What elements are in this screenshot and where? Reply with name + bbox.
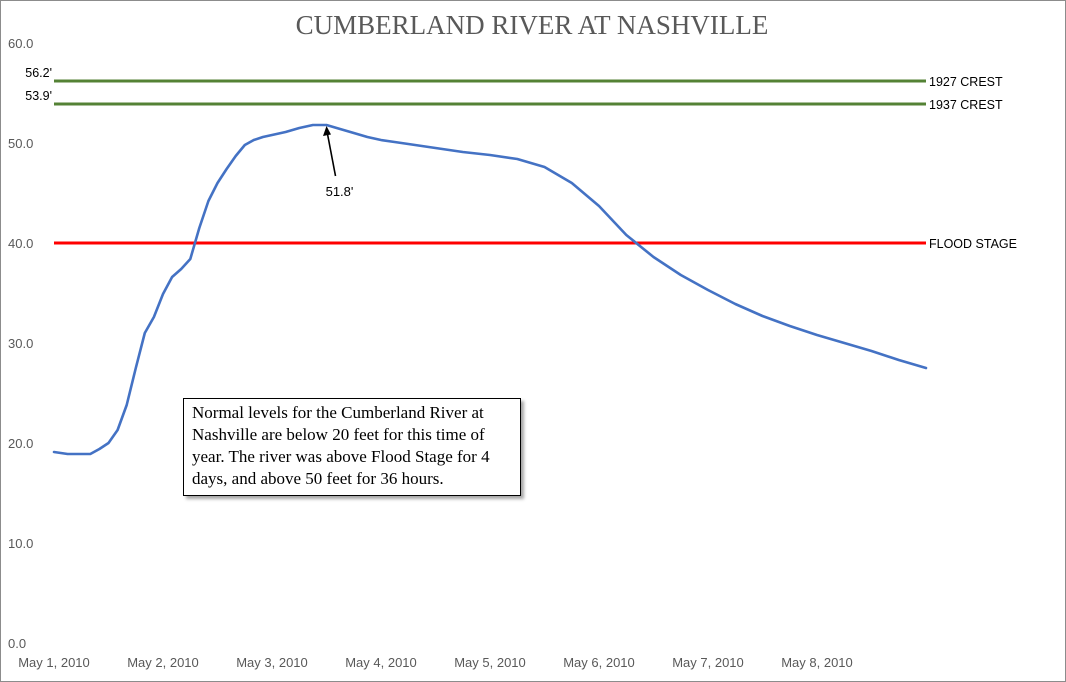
reference-line-name-label: 1937 CREST [929, 98, 1003, 112]
y-tick-label: 40.0 [8, 236, 33, 251]
x-tick-label: May 6, 2010 [563, 655, 635, 670]
x-tick-label: May 2, 2010 [127, 655, 199, 670]
reference-lines: 56.2' 1927 CREST 53.9' 1937 CREST FLOOD STAG… [25, 66, 1017, 251]
reference-line-name-label: FLOOD STAGE [929, 237, 1017, 251]
series-layer [52, 123, 928, 456]
y-tick-label: 50.0 [8, 136, 33, 151]
peak-arrow-head [323, 126, 331, 136]
peak-arrow-shaft [326, 133, 337, 177]
peak-value-label: 51.8' [326, 184, 354, 199]
reference-line-value-label: 53.9' [25, 89, 52, 103]
y-tick-label: 0.0 [8, 636, 26, 651]
x-tick-label: May 1, 2010 [18, 655, 90, 670]
y-axis-ticks: 0.0 10.0 20.0 30.0 40.0 50.0 60.0 [8, 36, 33, 651]
y-tick-label: 60.0 [8, 36, 33, 51]
x-tick-label: May 7, 2010 [672, 655, 744, 670]
y-tick-label: 30.0 [8, 336, 33, 351]
chart-title: CUMBERLAND RIVER AT NASHVILLE [296, 10, 769, 40]
reference-line-name-label: 1927 CREST [929, 75, 1003, 89]
annotation-layer: 51.8' [323, 126, 353, 199]
x-tick-label: May 3, 2010 [236, 655, 308, 670]
y-tick-label: 20.0 [8, 436, 33, 451]
note-textbox: Normal levels for the Cumberland River a… [183, 398, 521, 496]
reference-line-value-label: 56.2' [25, 66, 52, 80]
y-tick-label: 10.0 [8, 536, 33, 551]
x-tick-label: May 8, 2010 [781, 655, 853, 670]
x-tick-label: May 4, 2010 [345, 655, 417, 670]
x-tick-label: May 5, 2010 [454, 655, 526, 670]
x-axis-ticks: May 1, 2010 May 2, 2010 May 3, 2010 May 4, … [18, 655, 853, 670]
river-stage-line [52, 123, 928, 456]
